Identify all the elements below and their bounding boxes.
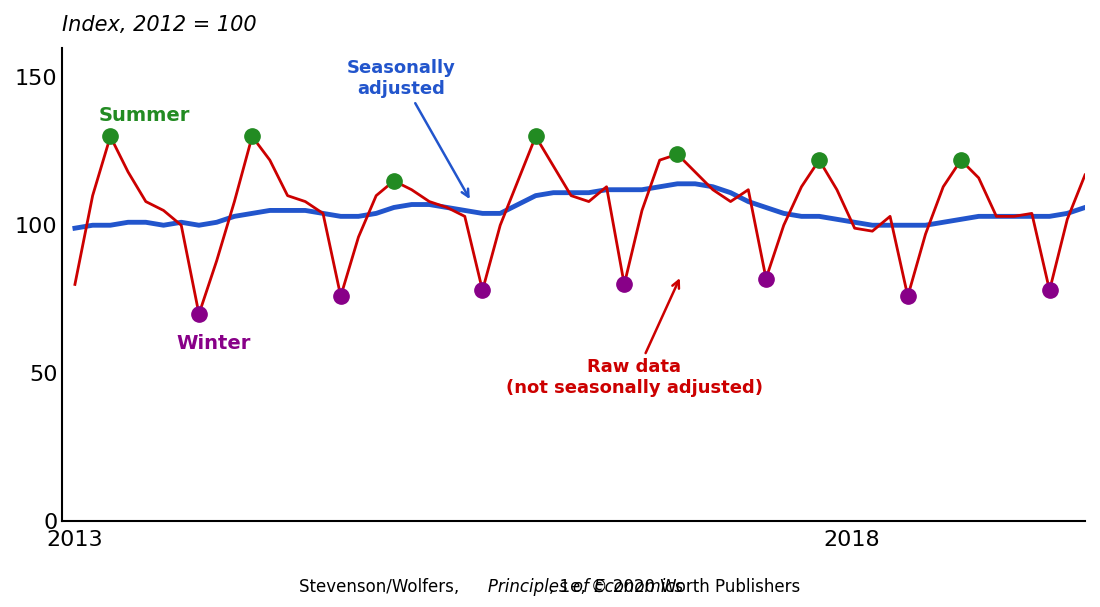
Text: Winter: Winter [176, 334, 251, 353]
Text: Stevenson/Wolfers,                          , 1e, © 2020 Worth Publishers: Stevenson/Wolfers, , 1e, © 2020 Worth Pu… [299, 578, 801, 596]
Text: Principles of Economics: Principles of Economics [417, 578, 683, 596]
Text: Seasonally
adjusted: Seasonally adjusted [346, 59, 469, 197]
Text: Index, 2012 = 100: Index, 2012 = 100 [63, 15, 257, 35]
Text: Summer: Summer [98, 106, 189, 125]
Text: Raw data
(not seasonally adjusted): Raw data (not seasonally adjusted) [506, 280, 762, 397]
